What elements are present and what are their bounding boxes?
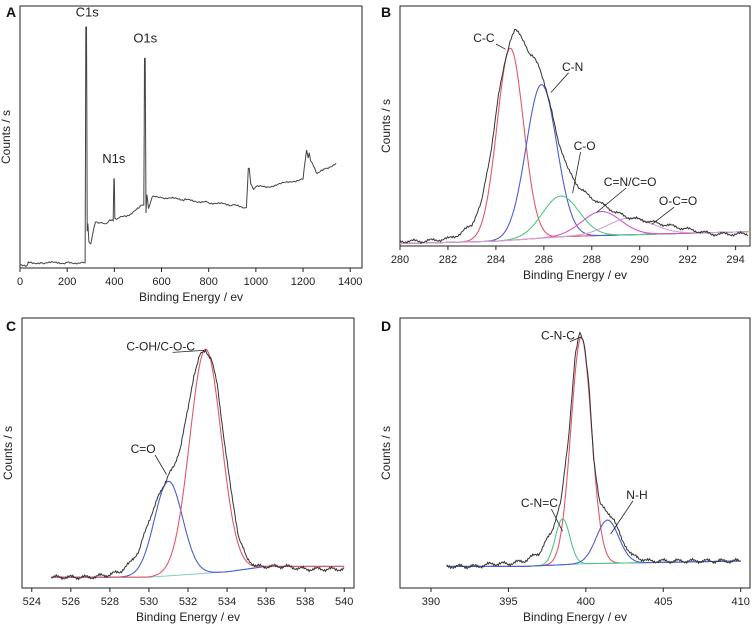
fit-component-line	[400, 210, 748, 245]
x-tick-label: 282	[439, 254, 457, 266]
fit-component-line	[446, 519, 741, 567]
x-tick-label: 528	[101, 596, 119, 608]
x-tick-label: 1000	[244, 276, 268, 288]
leader-line	[610, 500, 634, 535]
x-tick-label: 524	[23, 596, 41, 608]
leader-line	[596, 187, 627, 213]
x-axis-label: Binding Energy / ev	[139, 290, 243, 304]
x-tick-label: 534	[218, 596, 236, 608]
x-tick-label: 526	[62, 596, 80, 608]
x-tick-label: 200	[58, 276, 76, 288]
x-tick-label: 0	[17, 276, 23, 288]
x-tick-label: 280	[391, 254, 409, 266]
leader-line	[550, 72, 569, 93]
x-tick-label: 395	[499, 596, 517, 608]
x-tick-label: 400	[577, 596, 595, 608]
x-tick-label: 800	[200, 276, 218, 288]
peak-label: C-N=C	[521, 496, 558, 510]
leader-line	[651, 206, 675, 225]
x-axis-label: Binding Energy / ev	[523, 610, 627, 624]
x-tick-label: 1200	[291, 276, 315, 288]
x-tick-label: 532	[179, 596, 197, 608]
x-axis-label: Binding Energy / ev	[523, 268, 627, 282]
y-axis-label: Counts / s	[0, 110, 13, 164]
x-tick-label: 294	[726, 254, 744, 266]
y-axis-label: Counts / s	[379, 426, 393, 480]
raw-data-line	[399, 28, 749, 245]
x-tick-label: 292	[678, 254, 696, 266]
peak-label: O-C=O	[659, 194, 697, 208]
y-axis-label: Counts / s	[379, 99, 393, 153]
x-tick-label: 540	[335, 596, 353, 608]
x-tick-label: 405	[654, 596, 672, 608]
plot-frame	[399, 317, 751, 589]
x-tick-label: 600	[152, 276, 170, 288]
peak-label: C=O	[131, 442, 156, 456]
peak-label: C-N	[562, 60, 583, 74]
x-tick-label: 530	[140, 596, 158, 608]
x-tick-label: 390	[422, 596, 440, 608]
leader-line	[495, 43, 506, 50]
fit-component-line	[400, 217, 748, 245]
peak-label: N1s	[102, 151, 126, 166]
leader-line	[551, 508, 563, 532]
peak-label: N-H	[626, 488, 647, 502]
fit-component-line	[51, 348, 345, 578]
fit-component-line	[400, 84, 748, 245]
leader-line	[572, 151, 581, 194]
x-tick-label: 400	[105, 276, 123, 288]
panel-letter: D	[381, 318, 392, 334]
plot-frame	[19, 5, 363, 269]
peak-label: C-N-C	[541, 329, 575, 343]
x-tick-label: 284	[487, 254, 505, 266]
y-axis-label: Counts / s	[1, 426, 15, 480]
x-tick-label: 288	[583, 254, 601, 266]
peak-label: O1s	[133, 31, 157, 46]
plot-frame	[399, 5, 751, 247]
peak-label: C1s	[76, 4, 100, 19]
x-axis-label: Binding Energy / ev	[136, 610, 240, 624]
fit-component-line	[51, 480, 345, 578]
raw-data-line	[50, 348, 345, 581]
peak-label: C-O	[574, 139, 596, 153]
peak-label: C-C	[473, 31, 495, 45]
peak-label: C-OH/C-O-C	[126, 339, 195, 353]
peak-label: C=N/C=O	[604, 175, 657, 189]
panel-letter: C	[6, 318, 17, 334]
survey-spectrum-line	[19, 26, 337, 268]
leader-line	[569, 336, 582, 342]
x-tick-label: 536	[257, 596, 275, 608]
x-tick-label: 1400	[338, 276, 362, 288]
raw-data-line	[446, 331, 741, 570]
x-tick-label: 538	[296, 596, 314, 608]
panel-letter: B	[381, 4, 392, 20]
x-tick-label: 286	[535, 254, 553, 266]
x-tick-label: 290	[631, 254, 649, 266]
x-tick-label: 410	[732, 596, 750, 608]
leader-line	[172, 350, 204, 353]
panel-letter: A	[6, 4, 17, 20]
leader-line	[154, 454, 167, 475]
